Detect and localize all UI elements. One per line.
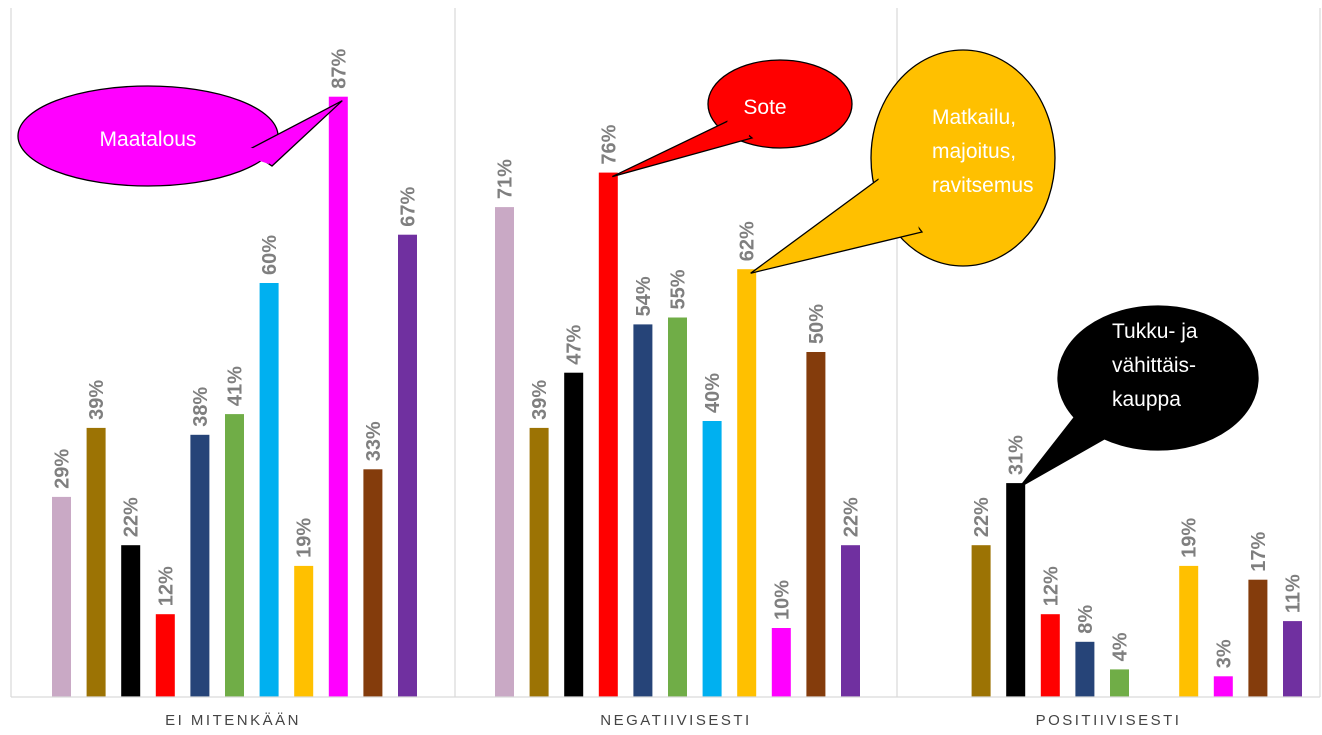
callout-bubble	[870, 49, 1056, 267]
data-label: 33%	[363, 421, 385, 461]
bar	[1248, 579, 1268, 697]
bar	[259, 283, 279, 697]
callout-seam	[878, 175, 919, 230]
callout-text: Matkailu,	[932, 106, 1016, 129]
callout: Matkailu, majoitus, ravitsemus	[750, 49, 1056, 274]
callout-text: ravitsemus	[932, 174, 1034, 197]
bar	[52, 496, 71, 697]
data-label: 76%	[598, 124, 620, 164]
bar	[121, 545, 141, 697]
data-label: 40%	[702, 373, 724, 413]
data-label: 10%	[771, 580, 793, 620]
callout: Maatalous	[17, 85, 343, 187]
bar	[1283, 621, 1302, 697]
data-label: 60%	[259, 235, 281, 275]
callout-text: vähittäis-	[1112, 354, 1196, 377]
bar	[495, 207, 514, 697]
data-label: 54%	[633, 276, 655, 316]
data-label: 41%	[225, 366, 247, 406]
data-label: 39%	[529, 380, 551, 420]
callout-seam	[1078, 407, 1106, 436]
callout-text: majoitus,	[932, 140, 1016, 163]
category-label: EI MITENKÄÄN	[165, 712, 301, 729]
bar	[564, 372, 584, 697]
data-label: 17%	[1248, 531, 1270, 571]
bar	[1040, 614, 1060, 697]
callout-text: Maatalous	[100, 128, 197, 151]
callout-seam	[725, 117, 749, 136]
data-label: 22%	[841, 497, 863, 537]
bar	[1110, 669, 1129, 697]
bar	[155, 614, 175, 697]
data-label: 19%	[1179, 518, 1201, 558]
bar	[1075, 641, 1095, 697]
data-label: 22%	[971, 497, 993, 537]
callout-text: kauppa	[1112, 388, 1181, 411]
value-labels: 29% 71% 39% 39% 22% 22% 47% 31% 12% 76% 12% 38% 54% 8…	[52, 48, 1305, 668]
bar	[737, 269, 757, 697]
data-label: 12%	[155, 566, 177, 606]
data-label: 67%	[398, 186, 420, 226]
data-label: 39%	[86, 380, 108, 420]
data-label: 62%	[737, 221, 759, 261]
data-label: 12%	[1040, 566, 1062, 606]
bar	[668, 317, 687, 697]
bar	[771, 628, 791, 697]
callout-seam	[237, 147, 270, 164]
callouts: Maatalous Sote Matkailu, majoitus, ravitsemu…	[17, 49, 1259, 488]
bar	[328, 96, 348, 697]
data-label: 4%	[1110, 632, 1132, 661]
callout-bubble	[1057, 305, 1259, 451]
data-label: 87%	[328, 48, 350, 88]
data-label: 50%	[806, 304, 828, 344]
bar	[363, 469, 383, 697]
data-label: 22%	[121, 497, 143, 537]
data-label: 55%	[668, 269, 690, 309]
bar	[398, 234, 417, 697]
bar	[1006, 483, 1026, 697]
bar	[971, 545, 991, 697]
category-label: POSITIIVISESTI	[1036, 712, 1182, 729]
data-label: 8%	[1075, 605, 1097, 634]
bar	[598, 172, 618, 698]
bar	[841, 545, 860, 697]
category-labels: EI MITENKÄÄN NEGATIIVISESTI POSITIIVISESTI	[165, 712, 1182, 729]
bar	[225, 414, 244, 697]
bar	[529, 427, 549, 697]
callout-text: Tukku- ja	[1112, 320, 1198, 343]
data-label: 47%	[564, 324, 586, 364]
callout: Tukku- ja vähittäis-kauppa	[1019, 305, 1259, 488]
bar	[806, 352, 826, 697]
callout: Sote	[612, 59, 853, 178]
category-label: NEGATIIVISESTI	[600, 712, 751, 729]
data-label: 19%	[294, 518, 316, 558]
bars	[52, 96, 1302, 698]
data-label: 3%	[1213, 639, 1235, 668]
data-label: 29%	[52, 449, 74, 489]
bar	[702, 421, 722, 697]
bar	[294, 565, 314, 697]
callout-text: Sote	[743, 96, 786, 119]
data-label: 71%	[495, 159, 517, 199]
bar	[86, 427, 106, 697]
bar	[190, 434, 210, 697]
data-label: 31%	[1006, 435, 1028, 475]
bar	[633, 324, 653, 697]
data-label: 11%	[1283, 574, 1305, 613]
bar	[1179, 565, 1199, 697]
data-label: 38%	[190, 387, 212, 427]
bar	[1213, 676, 1233, 697]
